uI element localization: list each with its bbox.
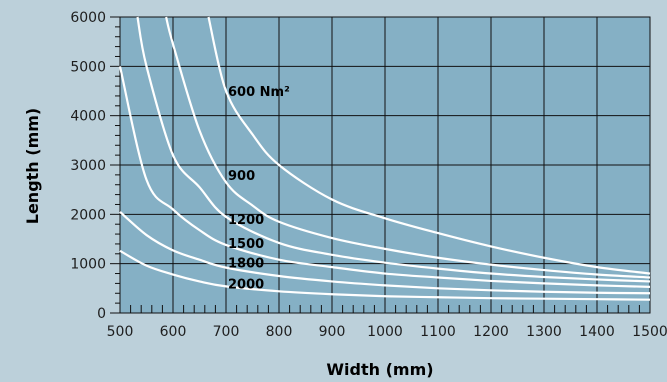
x-tick-labels: 500 600 700 800 900 1000 1100 1200 1300 1400 1500: [107, 324, 667, 340]
x-tick-label: 1200: [473, 324, 509, 340]
y-tick-label: 0: [97, 306, 106, 322]
curve-line: [119, 211, 651, 295]
curve-labels: 600 Nm² 900 1200 1500 1800 2000: [228, 85, 290, 292]
curve-label: 1500: [228, 237, 264, 252]
curve-line: [119, 249, 651, 301]
x-tick-label: 1100: [420, 324, 456, 340]
x-tick-label: 1500: [632, 324, 667, 340]
y-tick-label: 6000: [70, 10, 106, 26]
curve-line: [136, 16, 651, 283]
y-tick-labels: 0 1000 2000 3000 4000 5000 6000: [70, 10, 106, 322]
curves: [118, 16, 651, 301]
curve-label: 2000: [228, 277, 264, 292]
grid-lines: [119, 16, 651, 314]
y-axis-title: Length (mm): [23, 108, 42, 224]
curve-label: 1800: [228, 257, 264, 272]
x-tick-label: 800: [266, 324, 293, 340]
x-tick-label: 500: [107, 324, 134, 340]
x-tick-label: 1300: [526, 324, 562, 340]
curve-label: 600 Nm²: [228, 85, 290, 100]
y-tick-label: 2000: [70, 207, 106, 223]
curve-label: 1200: [228, 213, 264, 228]
y-tick-label: 1000: [70, 257, 106, 273]
y-tick-label: 3000: [70, 158, 106, 174]
curve-line: [207, 16, 651, 275]
y-tick-label: 4000: [70, 109, 106, 125]
x-axis-title: Width (mm): [326, 360, 433, 379]
x-tick-label: 700: [213, 324, 240, 340]
x-tick-label: 1400: [579, 324, 615, 340]
y-tick-label: 5000: [70, 59, 106, 75]
x-tick-label: 600: [160, 324, 187, 340]
curve-line: [165, 16, 651, 279]
curve-label: 900: [228, 169, 255, 184]
x-tick-label: 900: [319, 324, 346, 340]
curve-line: [118, 66, 651, 288]
axis-ticks: [110, 16, 651, 314]
x-tick-label: 1000: [367, 324, 403, 340]
